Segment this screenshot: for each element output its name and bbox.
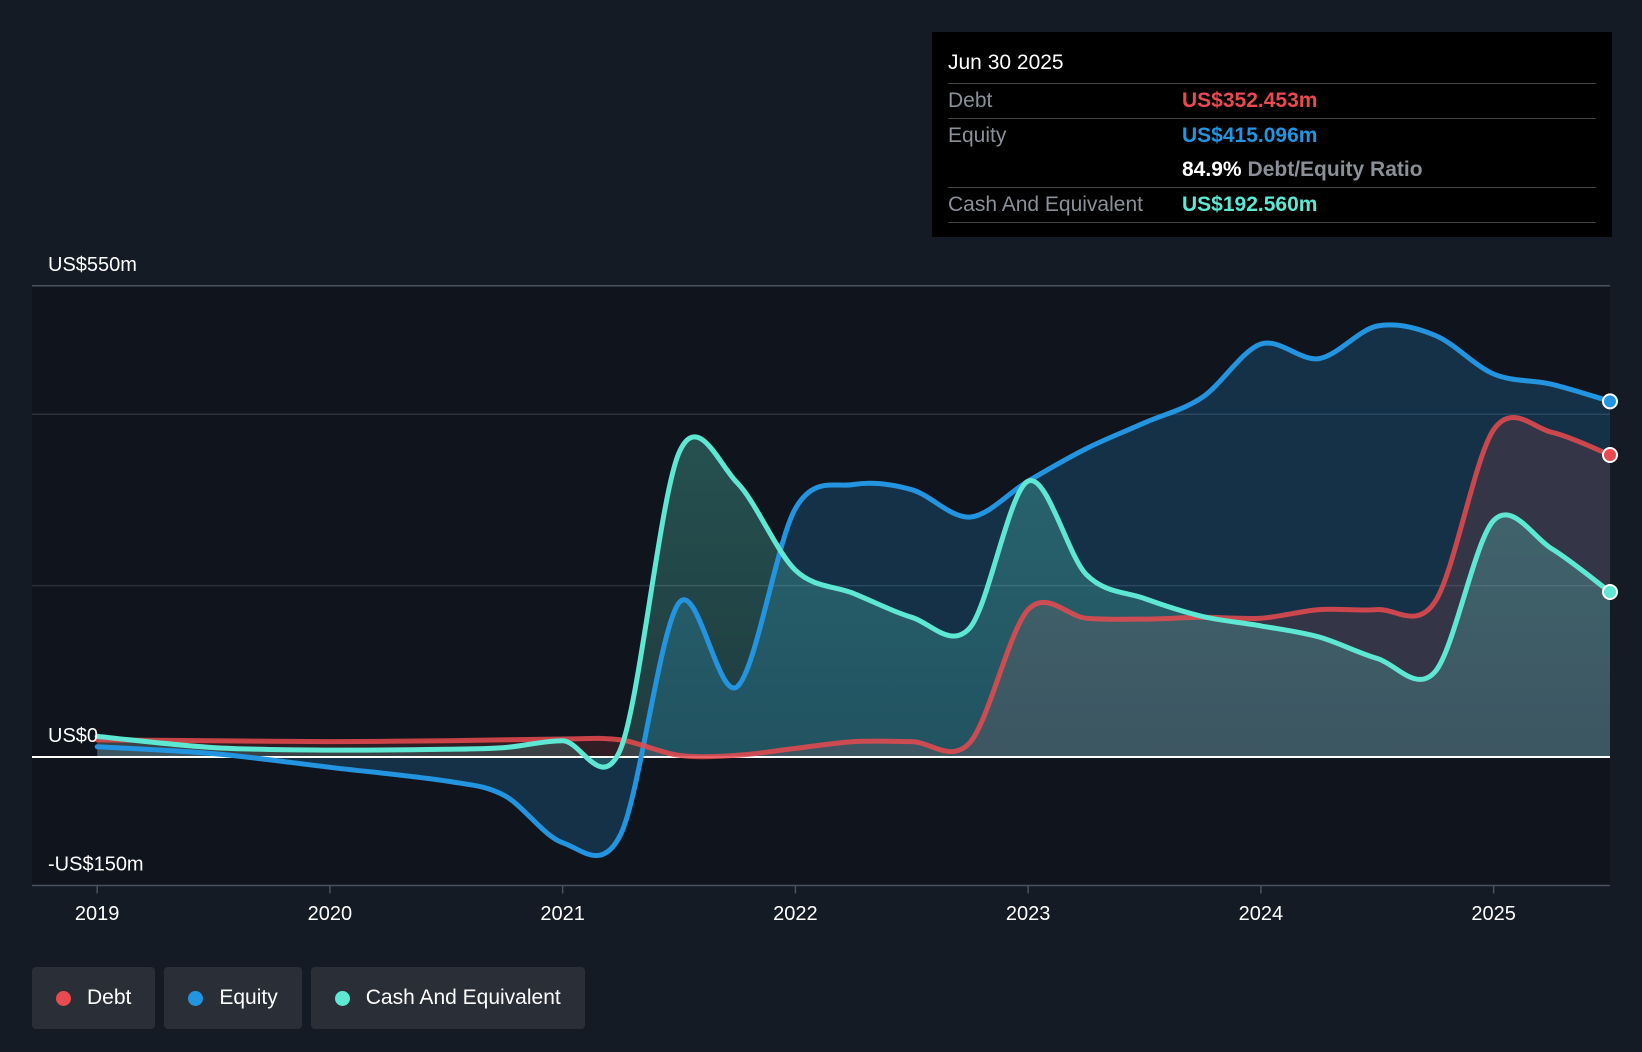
tooltip-cash-value: US$192.560m <box>1182 193 1318 216</box>
tooltip-cash-label: Cash And Equivalent <box>948 193 1143 216</box>
x-tick-label: 2022 <box>773 903 818 925</box>
x-tick-label: 2024 <box>1239 903 1284 925</box>
tooltip-equity-row: Equity US$415.096m <box>948 118 1596 153</box>
tooltip-ratio-value: 84.9% <box>1182 158 1242 181</box>
legend-item-equity[interactable]: Equity <box>164 967 302 1029</box>
legend-item-debt[interactable]: Debt <box>32 967 156 1029</box>
legend-debt-label: Debt <box>87 986 132 1009</box>
y-axis-label: US$0 <box>48 725 98 747</box>
x-tick-label: 2023 <box>1006 903 1051 925</box>
tooltip-debt-value: US$352.453m <box>1182 89 1318 112</box>
legend-cash-label: Cash And Equivalent <box>365 986 561 1009</box>
legend-item-cash[interactable]: Cash And Equivalent <box>310 967 585 1029</box>
debt-line <box>94 415 1613 760</box>
x-tick-label: 2021 <box>540 903 585 925</box>
tooltip-panel: Jun 30 2025 Debt US$352.453m Equity US$4… <box>932 32 1612 237</box>
y-axis-label: US$550m <box>48 254 137 276</box>
cash-endpoint <box>1602 584 1618 601</box>
tooltip-equity-label: Equity <box>948 124 1007 147</box>
equity-line <box>94 322 1613 858</box>
legend: Debt Equity Cash And Equivalent <box>32 967 585 1029</box>
tooltip-ratio-label: Debt/Equity Ratio <box>1247 158 1423 181</box>
x-tick-label: 2019 <box>75 903 120 925</box>
tooltip-equity-value: US$415.096m <box>1182 124 1318 147</box>
tooltip-ratio-row: 84.9% Debt/Equity Ratio <box>948 153 1596 187</box>
tooltip-debt-label: Debt <box>948 89 993 112</box>
x-tick-label: 2025 <box>1471 903 1516 925</box>
cash-area <box>97 436 1611 768</box>
equity-endpoint <box>1602 393 1618 410</box>
legend-equity-label: Equity <box>219 986 278 1009</box>
x-tick-label: 2020 <box>308 903 353 925</box>
tooltip-date: Jun 30 2025 <box>948 51 1064 74</box>
legend-cash-dot-icon <box>334 990 350 1006</box>
tooltip-cash-row: Cash And Equivalent US$192.560m <box>948 187 1596 223</box>
legend-equity-dot-icon <box>188 990 204 1006</box>
tooltip-debt-row: Debt US$352.453m <box>948 83 1596 118</box>
y-axis-label: -US$150m <box>48 854 144 876</box>
debt-endpoint <box>1602 447 1618 464</box>
cash-line <box>94 434 1613 770</box>
legend-debt-dot-icon <box>56 990 71 1006</box>
